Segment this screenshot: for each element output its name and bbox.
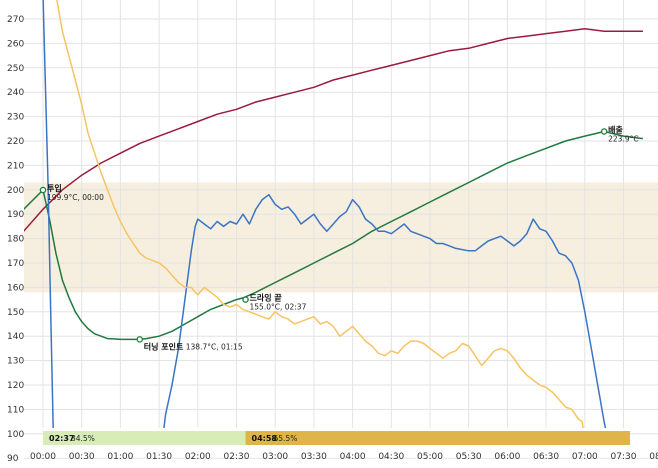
- event-marker-value: 155.0°C, 02:37: [250, 303, 307, 312]
- y-tick-label: 230: [7, 113, 24, 123]
- y-axis-labels: 270 260 250 240 230 220 210 200 190 180 170 160 150 1…: [7, 15, 24, 464]
- x-tick-label: 03:00: [262, 452, 288, 462]
- x-tick-label: 06:00: [494, 452, 520, 462]
- x-tick-label: 02:00: [185, 452, 211, 462]
- event-marker-title: 드라잉 끝: [250, 293, 283, 303]
- y-tick-label: 260: [7, 39, 24, 49]
- y-tick-label: 270: [7, 15, 24, 25]
- event-marker-dot: [600, 128, 608, 135]
- x-tick-label: 02:30: [224, 452, 250, 462]
- event-marker-title: 터닝 포인트: [144, 341, 184, 351]
- temperature-band: [24, 182, 658, 293]
- x-tick-label: 06:30: [533, 452, 559, 462]
- series-line-env: [24, 28, 643, 232]
- x-tick-label: 01:30: [146, 452, 172, 462]
- x-tick-label: 03:30: [301, 452, 327, 462]
- phase-percent: 65.5%: [274, 434, 298, 443]
- y-tick-label: 120: [7, 381, 24, 391]
- x-tick-label: 07:00: [572, 452, 598, 462]
- series-line-bean: [24, 130, 643, 341]
- x-tick-label: 04:00: [340, 452, 366, 462]
- y-tick-label: 250: [7, 64, 24, 74]
- event-marker-value: 223.9°C: [608, 134, 638, 143]
- y-tick-label: 180: [7, 235, 24, 245]
- y-tick-label: 110: [7, 405, 24, 415]
- y-tick-label: 90: [7, 454, 19, 464]
- phase-percent: 34.5%: [71, 434, 95, 443]
- series-lines: [24, 0, 643, 428]
- x-tick-label: 08:00: [649, 452, 658, 462]
- series-line-ror: [42, 0, 607, 428]
- y-tick-label: 190: [7, 210, 24, 220]
- y-tick-label: 130: [7, 357, 24, 367]
- y-tick-label: 240: [7, 88, 24, 98]
- event-marker-title: 투입: [47, 183, 62, 193]
- y-tick-label: 170: [7, 259, 24, 269]
- event-marker-dot: [136, 336, 143, 343]
- x-tick-label: 01:00: [107, 452, 133, 462]
- phase-segment: [245, 431, 630, 445]
- y-tick-label: 100: [7, 430, 24, 440]
- phase-time: 02:37: [49, 434, 74, 443]
- y-tick-label: 160: [7, 283, 24, 293]
- x-tick-label: 04:30: [378, 452, 404, 462]
- event-marker-value: 199.9°C, 00:00: [47, 193, 104, 202]
- event-marker-title: 배출: [608, 124, 623, 134]
- y-tick-label: 140: [7, 332, 24, 342]
- series-line-fan: [56, 0, 584, 428]
- x-tick-label: 00:30: [69, 452, 95, 462]
- x-tick-label: 07:30: [611, 452, 637, 462]
- y-tick-label: 220: [7, 137, 24, 147]
- x-tick-label: 05:00: [417, 452, 443, 462]
- event-marker-value: 138.7°C, 01:15: [186, 342, 243, 351]
- phase-time: 04:58: [252, 434, 278, 443]
- x-axis-labels: 00:00 00:30 01:00 01:30 02:00 02:30 03:00 03:30…: [30, 452, 658, 462]
- y-tick-label: 210: [7, 161, 24, 171]
- y-tick-label: 200: [7, 186, 24, 196]
- x-tick-label: 05:30: [456, 452, 482, 462]
- y-tick-label: 150: [7, 308, 24, 318]
- phase-segment: [43, 431, 246, 445]
- event-marker-dot: [39, 186, 47, 194]
- event-marker-dot: [242, 296, 249, 303]
- x-tick-label: 00:00: [30, 452, 56, 462]
